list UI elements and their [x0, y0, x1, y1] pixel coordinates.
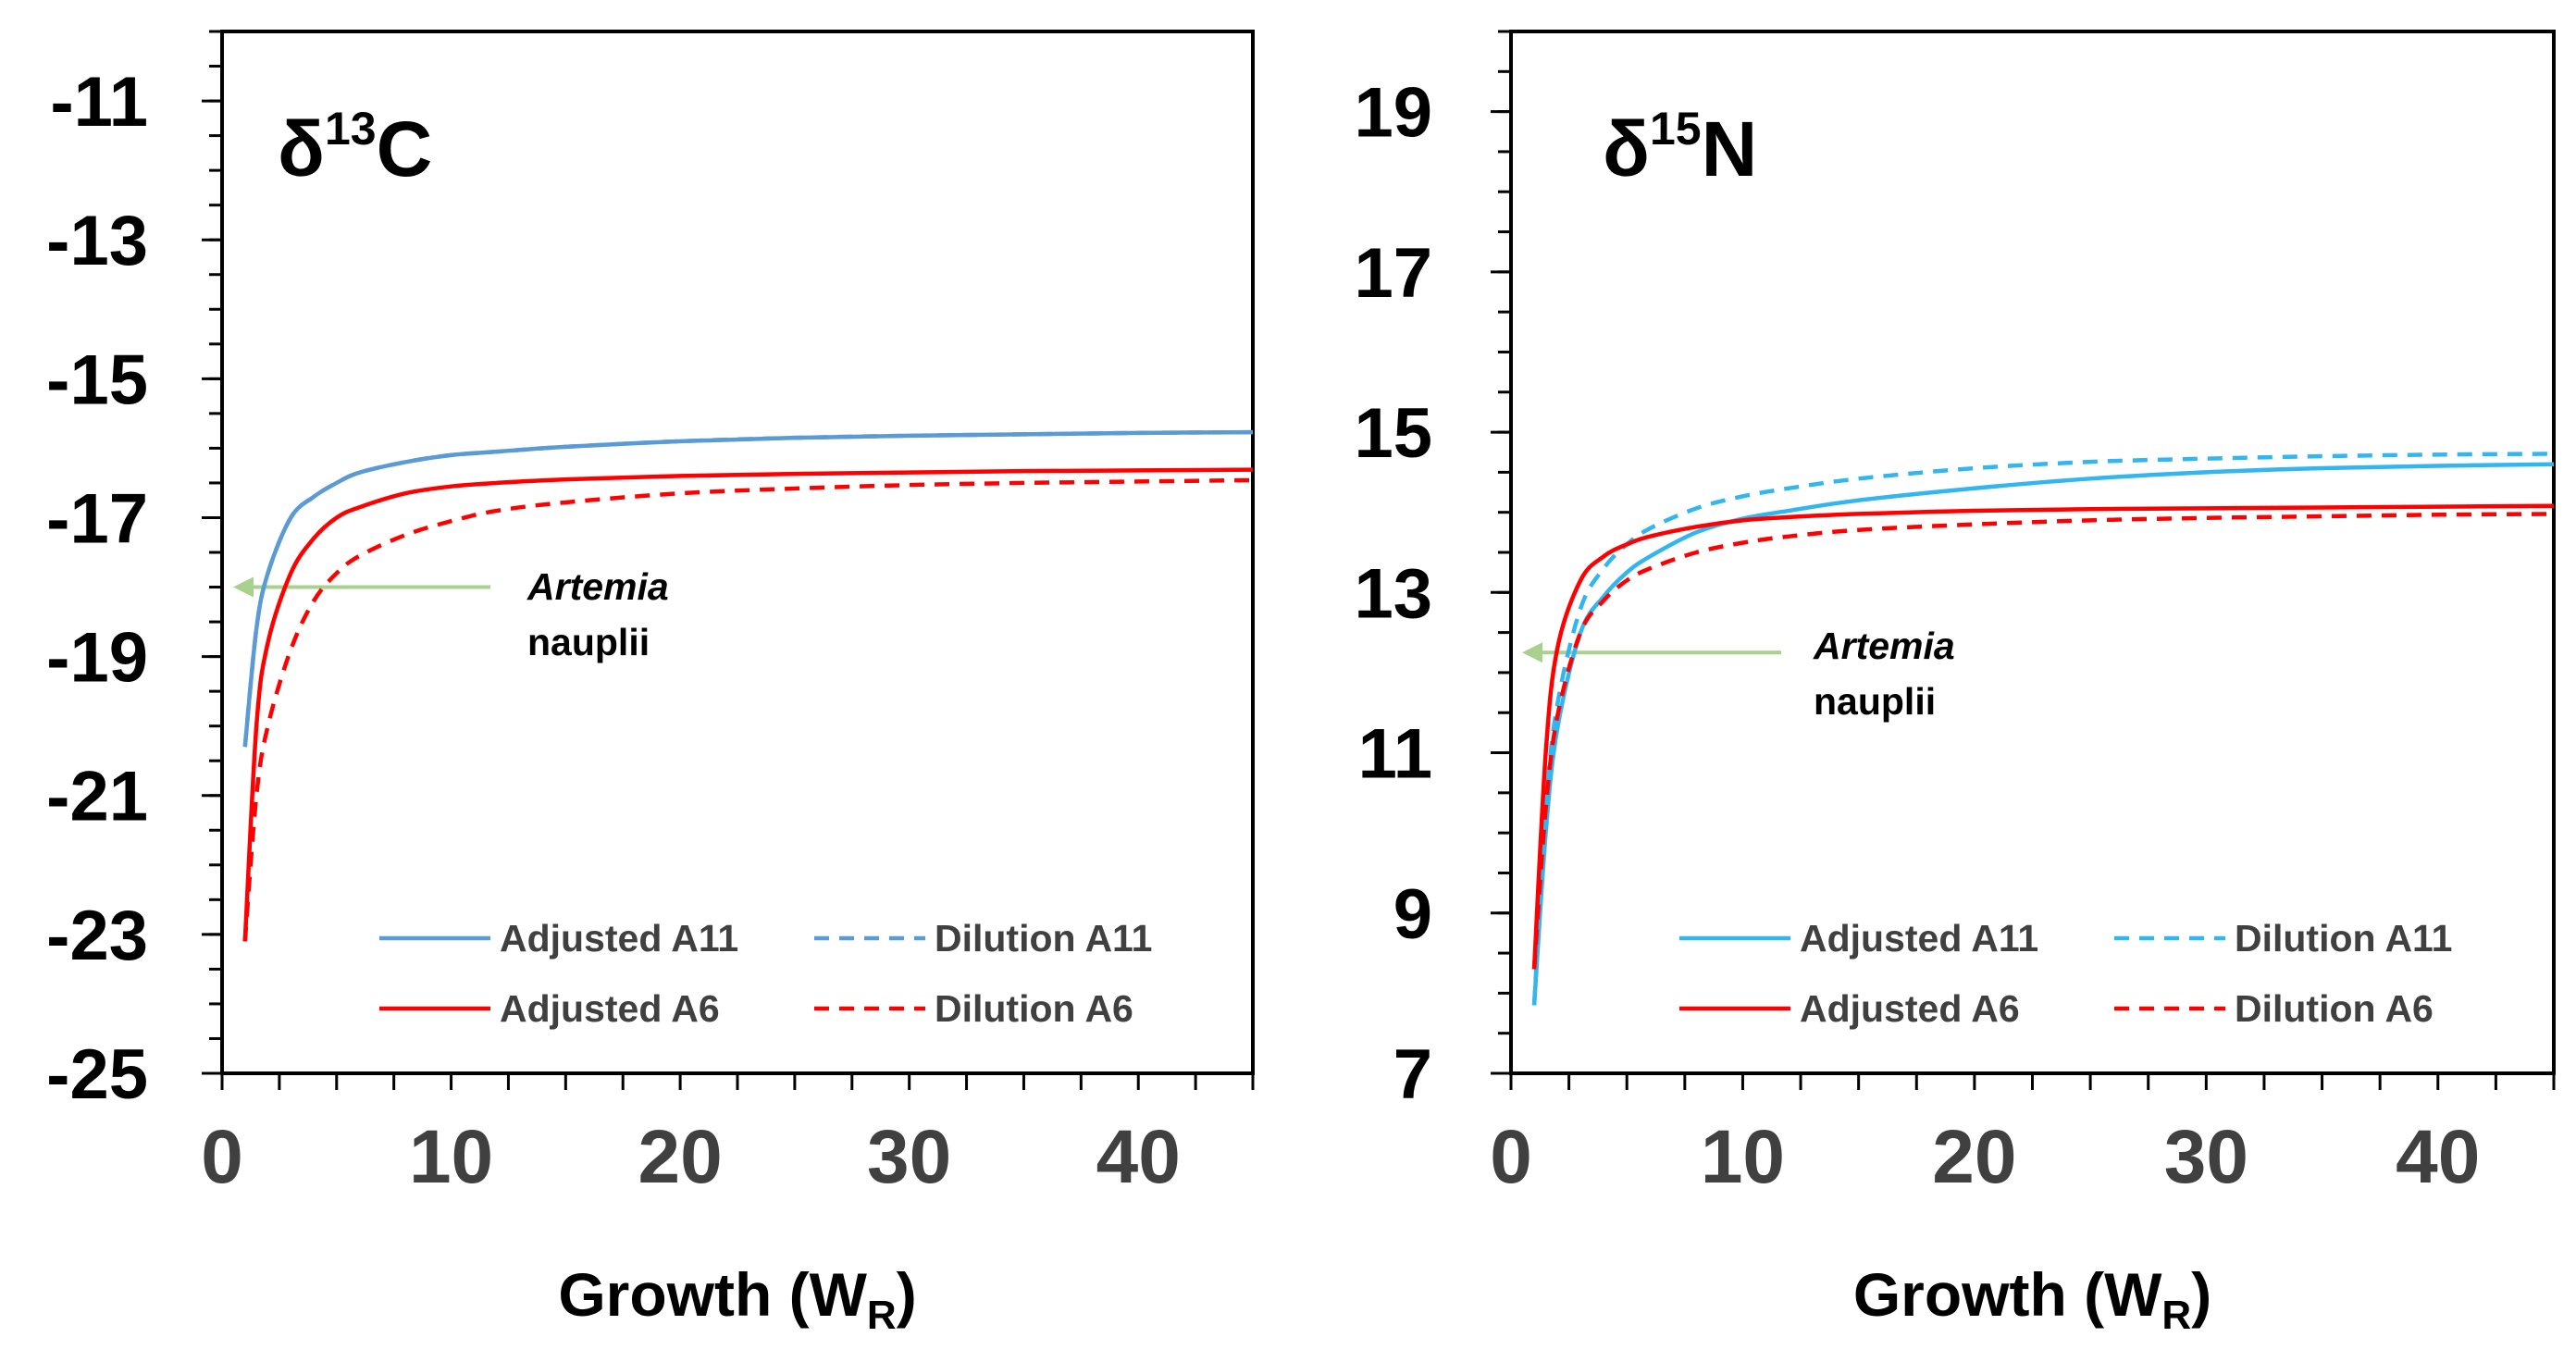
series-lines — [1531, 452, 2554, 1006]
y-tick-label: 15 — [1354, 394, 1432, 473]
x-tick-label: 30 — [2164, 1115, 2248, 1199]
annotation-artemia: Artemia — [1813, 625, 1955, 667]
panel-title: δ13C — [278, 103, 432, 192]
x-tick-label: 20 — [1932, 1115, 2016, 1199]
y-tick-label: -23 — [46, 897, 148, 975]
y-tick-label: -11 — [50, 63, 148, 142]
y-tick-label: -25 — [46, 1035, 148, 1114]
x-axis-label-base: Growth (W — [1853, 1260, 2162, 1329]
annotation-nauplii: nauplii — [1814, 680, 1936, 723]
x-tick-label: 10 — [1701, 1115, 1785, 1199]
y-tick-label: 9 — [1393, 875, 1432, 954]
x-tick-label: 0 — [201, 1115, 243, 1199]
y-tick-label: 19 — [1354, 74, 1432, 153]
legend-label: Dilution A6 — [2235, 987, 2434, 1030]
annotation-artemia: Artemia — [526, 565, 669, 608]
panel-title-element: N — [1702, 105, 1758, 192]
x-tick-label: 40 — [2396, 1115, 2480, 1199]
x-axis-label-base: Growth (W — [558, 1260, 867, 1329]
series-line-dilution-a11 — [242, 429, 1253, 748]
y-tick-label: 13 — [1354, 554, 1432, 633]
series-line-adjusted-a6 — [242, 467, 1253, 942]
y-tick-label: 7 — [1393, 1035, 1432, 1114]
y-tick-label: 11 — [1358, 715, 1432, 794]
series-line-dilution-a11 — [1531, 452, 2554, 1006]
series-line-adjusted-a6 — [1531, 503, 2554, 970]
x-tick-label: 40 — [1096, 1115, 1181, 1199]
y-tick-label: -19 — [46, 619, 148, 698]
y-tick-label: -21 — [46, 758, 148, 836]
series-lines — [242, 429, 1253, 942]
x-axis-label: Growth (WR) — [1853, 1260, 2211, 1338]
series-line-dilution-a6 — [1531, 512, 2554, 970]
legend-label: Dilution A11 — [2235, 917, 2452, 960]
x-tick-label: 30 — [867, 1115, 951, 1199]
panel-title: δ15N — [1603, 103, 1757, 192]
x-axis-label: Growth (WR) — [558, 1260, 916, 1338]
legend-label: Dilution A6 — [935, 987, 1133, 1030]
series-line-adjusted-a11 — [1531, 462, 2554, 1006]
x-axis-label-subscript: R — [2161, 1293, 2191, 1338]
panel-title-element: C — [377, 105, 433, 192]
chart-panel-1: -11 -13 -15 -17 -19 -21 -23 -25 0 10 20 30 40 Growth … — [46, 30, 1255, 1338]
annotation-arrowhead — [233, 576, 254, 598]
annotation-nauplii: nauplii — [527, 621, 650, 663]
x-axis-label-rest: ) — [2191, 1260, 2211, 1329]
panel-title-symbol: δ — [278, 105, 325, 192]
panel-title-superscript: 15 — [1650, 103, 1702, 155]
x-tick-label: 20 — [638, 1115, 723, 1199]
y-tick-label: 17 — [1354, 234, 1432, 313]
panel-title-superscript: 13 — [325, 103, 377, 155]
panel-title-symbol: δ — [1603, 105, 1650, 192]
legend-label: Dilution A11 — [935, 917, 1152, 960]
legend-label: Adjusted A6 — [500, 987, 720, 1030]
legend-label: Adjusted A11 — [500, 917, 738, 960]
x-axis-label-subscript: R — [867, 1293, 897, 1338]
series-line-adjusted-a11 — [242, 429, 1253, 748]
x-tick-label: 10 — [409, 1115, 493, 1199]
y-tick-label: -13 — [46, 202, 148, 280]
legend-label: Adjusted A6 — [1800, 987, 2020, 1030]
y-tick-label: -15 — [46, 340, 148, 419]
legend-label: Adjusted A11 — [1800, 917, 2038, 960]
x-axis-label-rest: ) — [897, 1260, 917, 1329]
x-tick-label: 0 — [1490, 1115, 1532, 1199]
series-line-dilution-a6 — [242, 477, 1253, 942]
annotation-arrowhead — [1522, 642, 1542, 663]
y-tick-label: -17 — [46, 479, 148, 558]
